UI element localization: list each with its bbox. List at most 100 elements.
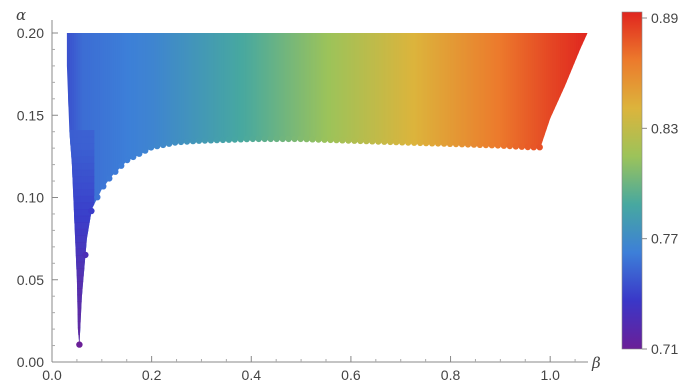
- boundary-point: [369, 138, 376, 145]
- boundary-point: [405, 139, 412, 146]
- y-axis-ticks: 0.00 0.05 0.10 0.15 0.20: [17, 25, 58, 370]
- boundary-point: [201, 137, 209, 144]
- colorbar-ticks: 0.71 0.77 0.83 0.89: [642, 10, 678, 357]
- boundary-point: [381, 138, 388, 145]
- low-beta-band: [66, 136, 95, 144]
- boundary-point: [243, 135, 250, 143]
- boundary-point: [195, 137, 203, 144]
- x-tick-label: 0.0: [42, 367, 62, 383]
- low-beta-band: [66, 182, 95, 190]
- boundary-point: [458, 141, 466, 148]
- low-beta-band: [66, 195, 95, 204]
- boundary-point: [100, 183, 107, 190]
- y-tick-label: 0.10: [17, 190, 44, 206]
- low-beta-band: [66, 222, 95, 230]
- region-stripe: [582, 33, 585, 346]
- region-stripe: [588, 33, 591, 362]
- data-region: [62, 33, 593, 362]
- low-beta-band: [66, 149, 95, 157]
- region-stripe: [64, 33, 67, 362]
- boundary-point: [159, 141, 167, 149]
- region-stripe: [584, 33, 587, 346]
- boundary-point: [124, 156, 131, 164]
- region-stripe: [590, 33, 593, 362]
- region-stripe: [586, 33, 588, 346]
- boundary-point: [153, 142, 161, 150]
- boundary-point: [506, 142, 513, 150]
- boundary-point: [530, 144, 537, 151]
- low-beta-band: [62, 347, 94, 354]
- region-stripe: [576, 33, 579, 346]
- low-beta-band: [66, 314, 95, 322]
- x-axis-label: β: [591, 354, 601, 372]
- boundary-point: [225, 136, 233, 143]
- low-beta-band: [66, 235, 95, 243]
- low-beta-band: [66, 274, 95, 282]
- low-beta-band: [66, 294, 95, 302]
- boundary-point: [524, 143, 531, 151]
- boundary-point: [327, 136, 334, 144]
- low-beta-band: [66, 307, 95, 315]
- region-stripe: [566, 33, 569, 346]
- low-beta-band: [66, 176, 95, 184]
- boundary-point: [476, 141, 484, 148]
- boundary-point: [165, 140, 173, 147]
- low-beta-band: [66, 334, 95, 342]
- boundary-point: [76, 341, 83, 348]
- low-beta-band: [66, 287, 95, 296]
- boundary-point: [470, 141, 478, 148]
- low-beta-band: [66, 255, 95, 263]
- region-stripe: [580, 33, 583, 346]
- boundary-point: [428, 140, 436, 147]
- boundary-point: [464, 141, 472, 148]
- region-stripe: [99, 33, 103, 346]
- y-axis-label: α: [16, 6, 26, 24]
- boundary-point: [183, 138, 191, 145]
- region-stripe: [62, 33, 65, 362]
- boundary-point: [237, 136, 244, 143]
- boundary-point: [399, 139, 406, 146]
- boundary-point: [500, 142, 508, 149]
- boundary-point: [488, 142, 496, 149]
- boundary-point: [207, 137, 215, 144]
- colorbar: [621, 11, 643, 350]
- y-tick-label: 0.00: [17, 354, 44, 370]
- boundary-point: [387, 138, 394, 146]
- low-beta-band: [66, 156, 95, 164]
- boundary-point: [309, 136, 316, 143]
- boundary-point: [440, 140, 448, 147]
- low-beta-band: [66, 241, 95, 250]
- boundary-point: [315, 136, 322, 143]
- low-beta-band: [66, 162, 95, 171]
- boundary-point: [339, 137, 346, 144]
- boundary-point: [417, 139, 424, 147]
- boundary-point: [189, 137, 197, 145]
- low-beta-band: [66, 130, 95, 138]
- region-stripe: [95, 33, 99, 346]
- low-beta-band: [66, 268, 95, 276]
- boundary-point: [494, 142, 502, 149]
- low-beta-band: [66, 169, 95, 177]
- low-beta-band: [66, 301, 95, 309]
- region-stripe: [572, 33, 575, 346]
- boundary-point: [147, 144, 155, 151]
- boundary-point: [411, 139, 418, 146]
- boundary-point: [118, 162, 125, 169]
- boundary-point: [393, 138, 400, 146]
- region-stripe: [570, 33, 573, 346]
- boundary-point: [285, 135, 292, 143]
- x-tick-label: 0.2: [142, 367, 162, 383]
- boundary-point: [333, 136, 340, 144]
- low-beta-band: [66, 228, 95, 236]
- boundary-point: [255, 135, 262, 143]
- low-beta-band: [66, 281, 95, 289]
- boundary-point: [518, 143, 525, 150]
- boundary-point: [136, 150, 143, 157]
- boundary-point: [219, 136, 227, 144]
- boundary-point: [434, 140, 442, 147]
- region-stripe: [578, 33, 581, 346]
- boundary-point: [363, 137, 370, 145]
- boundary-point: [94, 194, 101, 201]
- boundary-point: [482, 141, 490, 149]
- boundary-point: [82, 251, 89, 259]
